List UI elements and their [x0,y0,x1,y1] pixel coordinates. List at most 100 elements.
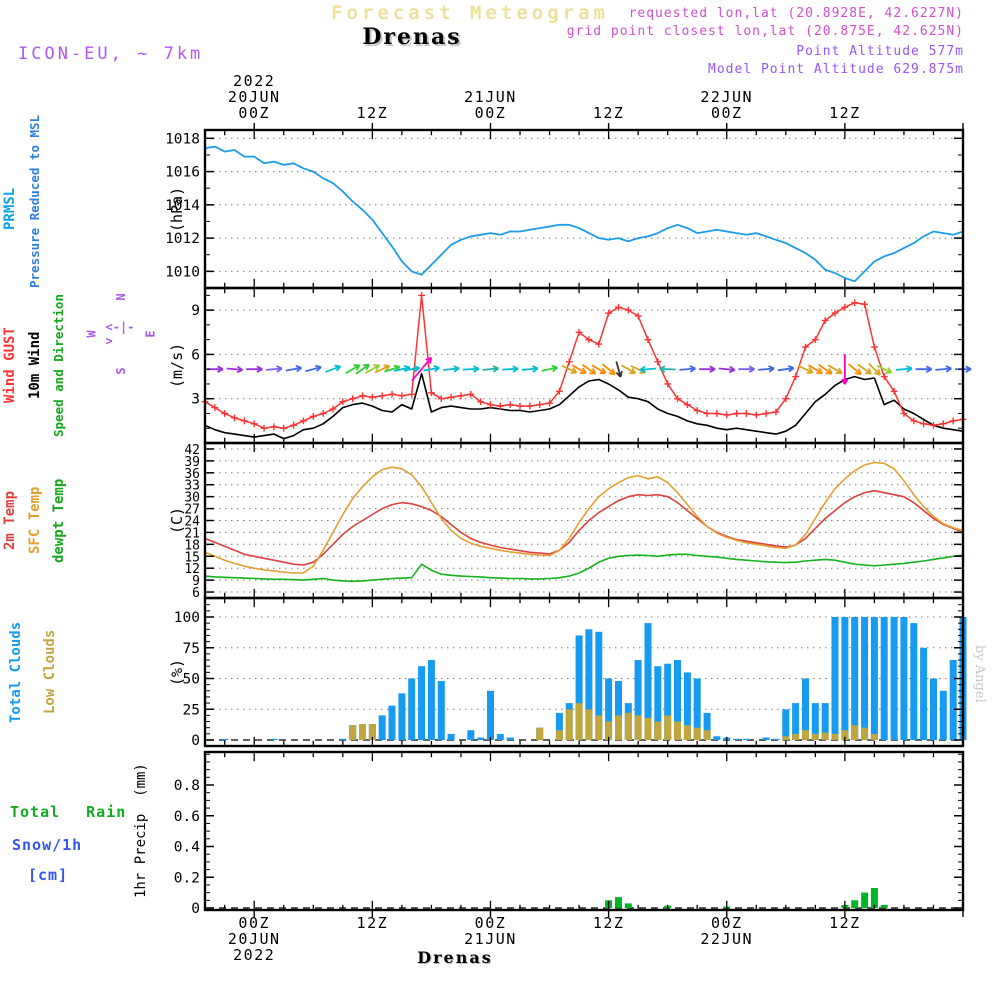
station-title: Drenas [362,24,462,50]
author-watermark: by Angel [972,645,987,703]
svg-text:36: 36 [184,467,200,482]
sfc-temp-line [204,461,964,574]
total-clouds-legend: Total Clouds [8,621,24,723]
svg-text:00Z: 00Z [238,104,270,122]
prmsl-legend: PRMSL [2,187,18,231]
wind-gust-legend: Wind GUST [2,327,18,404]
svg-text:12Z: 12Z [593,104,625,122]
temp-unit-label: (C) [168,506,186,535]
wind-gridlines [207,309,961,400]
point-altitude-label: Point Altitude 577m [796,44,964,59]
svg-text:1010: 1010 [165,264,200,280]
svg-text:00Z: 00Z [711,914,743,932]
svg-text:1018: 1018 [165,131,200,147]
svg-text:27: 27 [184,503,200,518]
total-clouds-bars [221,617,967,741]
grid-point-label: grid point closest lon,lat (20.875E, 42.… [566,24,964,39]
svg-text:12Z: 12Z [357,914,389,932]
svg-text:2022: 2022 [233,72,275,90]
compass-south-label: S [114,367,128,375]
compass-east-label: E [143,330,158,338]
svg-text:0: 0 [191,901,200,917]
compass-north-label: N [114,293,128,301]
svg-text:21JUN: 21JUN [464,88,517,106]
precip-axis-label: 1hr Precip (mm) [133,763,149,899]
svg-text:0.6: 0.6 [174,809,200,825]
precip-cm-legend: [cm] [28,866,69,884]
svg-text:21JUN: 21JUN [464,930,517,948]
model-label: ICON-EU, ~ 7km [18,44,204,64]
dewpoint-legend: dewpt Temp [51,478,67,563]
svg-text:12Z: 12Z [357,104,389,122]
svg-text:12: 12 [184,562,200,577]
pressure-gridlines [207,137,961,272]
svg-text:33: 33 [184,479,200,494]
svg-text:12Z: 12Z [829,104,861,122]
y-tick-labels: 1010101210141016101836969121518212427303… [165,131,200,917]
pressure-line [204,145,964,283]
svg-text:20JUN: 20JUN [228,88,281,106]
svg-text:75: 75 [183,641,200,657]
pressure-unit-label: (hPa) [168,186,186,232]
svg-text:0.2: 0.2 [174,870,200,886]
wind-10m-legend: 10m Wind [27,331,43,400]
svg-text:22JUN: 22JUN [700,930,753,948]
svg-text:0.4: 0.4 [174,840,200,856]
svg-text:22JUN: 22JUN [700,88,753,106]
wind-direction-arrows [206,354,972,385]
wind-speed-direction-legend: Speed and Direction [51,294,66,437]
gust-markers [201,291,967,432]
svg-text:24: 24 [184,515,200,530]
t2m-line [204,489,964,566]
svg-text:6: 6 [191,347,200,363]
compass-legend: N W <-|-> E S [85,292,158,376]
clouds-unit-label: (%) [168,658,186,686]
svg-text:00Z: 00Z [711,104,743,122]
svg-text:00Z: 00Z [475,914,507,932]
axis-ticks [206,123,964,917]
svg-text:15: 15 [184,550,200,565]
svg-text:30: 30 [184,491,200,506]
svg-text:0.8: 0.8 [174,778,200,794]
temp-sfc-legend: SFC Temp [27,486,43,555]
precip-rain-word: Rain [86,803,127,821]
svg-text:100: 100 [174,610,200,626]
svg-text:39: 39 [184,455,200,470]
dewpoint-line [204,553,964,583]
svg-text:18: 18 [184,538,200,553]
svg-text:21: 21 [184,526,200,541]
panel-borders [203,128,965,912]
svg-text:42: 42 [184,443,200,458]
svg-text:9: 9 [192,574,200,589]
svg-text:00Z: 00Z [475,104,507,122]
compass-cross-icon: <-|-> [105,320,135,348]
svg-text:1014: 1014 [165,198,200,214]
svg-text:6: 6 [192,586,200,601]
temp-2m-legend: 2m Temp [2,491,18,551]
svg-text:1016: 1016 [165,165,200,181]
svg-text:12Z: 12Z [593,914,625,932]
precip-rain-legend: Total Rain [10,803,126,821]
svg-text:12Z: 12Z [829,914,861,932]
svg-text:50: 50 [183,672,200,688]
svg-text:0: 0 [191,733,200,749]
wind-unit-label: (m/s) [168,342,186,389]
compass-west-label: W [84,330,99,338]
forecast-meteogram-title: Forecast Meteogram [331,2,609,24]
low-clouds-bars [349,703,878,741]
svg-text:20JUN: 20JUN [228,930,281,948]
wind-speed-line [204,372,964,440]
requested-lonlat-label: requested lon,lat (20.8928E, 42.6227N) [628,6,964,21]
svg-text:25: 25 [183,702,200,718]
pressure-reduced-legend: Pressure Reduced to MSL [27,114,42,288]
precip-total-word: Total [10,803,61,821]
svg-text:3: 3 [191,392,200,408]
svg-text:1012: 1012 [165,231,200,247]
svg-text:2022: 2022 [233,946,275,964]
footer-station-label: Drenas [417,948,493,967]
low-clouds-legend: Low Clouds [42,629,58,715]
svg-text:00Z: 00Z [238,914,270,932]
gust-line [204,294,964,429]
